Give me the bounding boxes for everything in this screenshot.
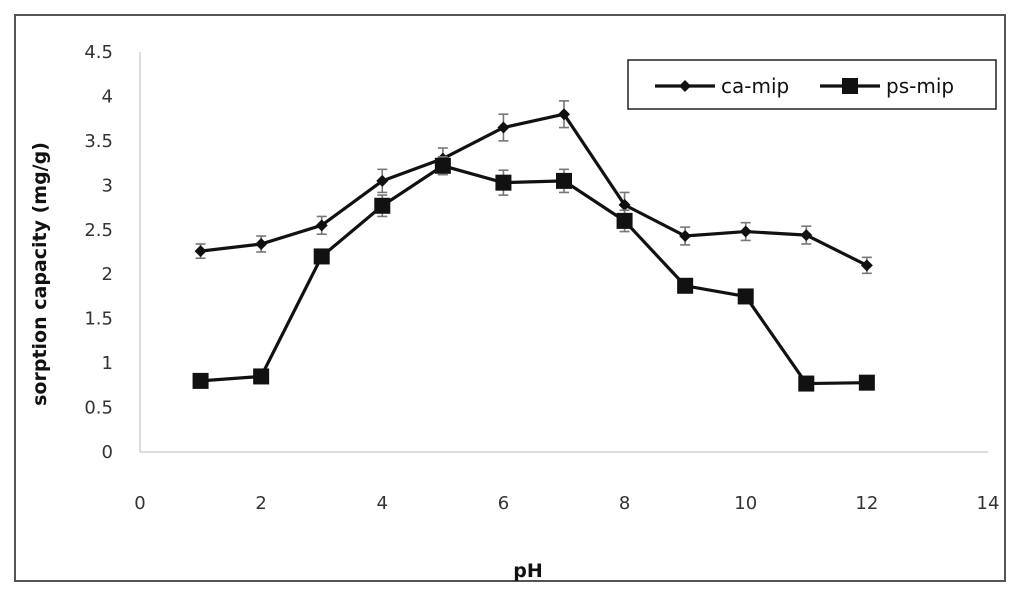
x-tick-label: 0 <box>134 493 145 514</box>
data-point-ps-mip <box>616 212 633 229</box>
x-tick-label: 14 <box>977 493 1000 514</box>
data-point-ps-mip <box>798 375 815 392</box>
y-tick-label: 3 <box>102 175 113 196</box>
data-point-ca-mip <box>194 245 207 258</box>
legend-marker <box>679 80 691 92</box>
data-point-ps-mip <box>374 197 391 214</box>
y-tick-label: 1 <box>102 353 113 374</box>
x-tick-label: 8 <box>619 493 630 514</box>
series-ps-mip <box>192 156 875 392</box>
legend-item-ca-mip: ca-mip <box>655 74 789 98</box>
y-tick-label: 4 <box>102 86 113 107</box>
plot-area <box>139 52 988 453</box>
y-tick-label: 1.5 <box>84 309 113 330</box>
data-point-ca-mip <box>679 230 692 242</box>
data-point-ca-mip <box>739 225 752 238</box>
data-point-ca-mip <box>497 121 510 134</box>
data-point-ps-mip <box>556 172 572 189</box>
series-line-ca-mip <box>200 112 868 267</box>
data-point-ca-mip <box>376 174 389 187</box>
legend-marker <box>842 78 858 94</box>
data-point-ps-mip <box>495 174 512 191</box>
data-point-ca-mip <box>558 108 570 121</box>
x-tick-label: 10 <box>734 493 757 514</box>
data-point-ca-mip <box>315 219 328 232</box>
y-axis-title: sorption capacity (mg/g) <box>29 142 51 406</box>
chart-frame <box>14 14 1006 582</box>
data-point-ps-mip <box>677 277 694 294</box>
x-tick-label: 4 <box>377 493 388 514</box>
legend: ca-mip ps-mip <box>627 59 997 110</box>
y-tick-label: 2.5 <box>84 220 113 241</box>
y-tick-label: 0 <box>102 442 113 463</box>
data-point-ps-mip <box>434 157 451 174</box>
legend-item-ps-mip: ps-mip <box>820 74 954 98</box>
x-tick-label: 6 <box>498 493 509 514</box>
y-axis-ticks: 0 0.5 1 1.5 2 2.5 3 3.5 4 4.5 <box>84 42 113 463</box>
series-layer <box>192 100 875 392</box>
legend-label: ca-mip <box>721 74 789 98</box>
x-tick-label: 12 <box>855 493 878 514</box>
series-line-ps-mip <box>200 164 867 386</box>
x-tick-label: 2 <box>255 493 266 514</box>
data-point-ps-mip <box>192 372 209 389</box>
y-tick-label: 4.5 <box>84 42 113 63</box>
series-ca-mip <box>194 100 873 275</box>
data-point-ca-mip <box>800 229 813 242</box>
data-point-ps-mip <box>253 368 270 385</box>
x-axis-title: pH <box>513 560 543 582</box>
legend-label: ps-mip <box>886 74 954 98</box>
data-point-ca-mip <box>255 238 268 250</box>
data-point-ca-mip <box>618 198 631 211</box>
data-point-ps-mip <box>737 288 754 305</box>
data-point-ca-mip <box>860 259 873 272</box>
x-axis-ticks: 0 2 4 6 8 10 12 14 <box>134 493 999 514</box>
data-point-ps-mip <box>313 248 330 265</box>
data-point-ps-mip <box>858 374 875 391</box>
y-tick-label: 2 <box>102 264 113 285</box>
y-tick-label: 3.5 <box>84 131 113 152</box>
y-tick-label: 0.5 <box>84 398 113 419</box>
